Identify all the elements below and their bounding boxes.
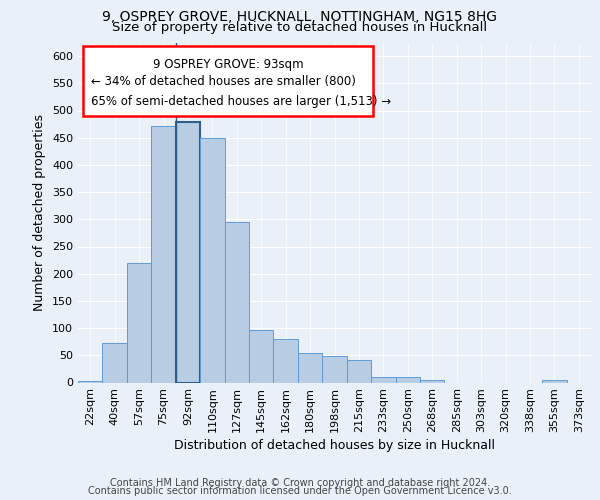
- Text: Size of property relative to detached houses in Hucknall: Size of property relative to detached ho…: [112, 22, 488, 35]
- Bar: [274, 339, 298, 382]
- Text: 9 OSPREY GROVE: 93sqm: 9 OSPREY GROVE: 93sqm: [153, 58, 304, 71]
- Bar: [127, 263, 151, 382]
- Bar: [542, 380, 566, 382]
- Bar: [78, 381, 103, 382]
- Text: Contains HM Land Registry data © Crown copyright and database right 2024.: Contains HM Land Registry data © Crown c…: [110, 478, 490, 488]
- Bar: [347, 360, 371, 382]
- Text: 65% of semi-detached houses are larger (1,513) →: 65% of semi-detached houses are larger (…: [91, 95, 391, 108]
- Bar: [249, 330, 274, 382]
- Bar: [395, 376, 420, 382]
- Bar: [420, 380, 445, 382]
- Bar: [298, 352, 322, 382]
- Bar: [176, 122, 200, 382]
- Bar: [224, 222, 249, 382]
- FancyBboxPatch shape: [83, 46, 373, 116]
- Text: Contains public sector information licensed under the Open Government Licence v3: Contains public sector information licen…: [88, 486, 512, 496]
- Bar: [322, 356, 347, 382]
- X-axis label: Distribution of detached houses by size in Hucknall: Distribution of detached houses by size …: [174, 440, 495, 452]
- Bar: [200, 138, 224, 382]
- Y-axis label: Number of detached properties: Number of detached properties: [34, 114, 46, 311]
- Bar: [371, 376, 395, 382]
- Bar: [103, 344, 127, 382]
- Bar: [151, 126, 176, 382]
- Text: ← 34% of detached houses are smaller (800): ← 34% of detached houses are smaller (80…: [91, 75, 356, 88]
- Text: 9, OSPREY GROVE, HUCKNALL, NOTTINGHAM, NG15 8HG: 9, OSPREY GROVE, HUCKNALL, NOTTINGHAM, N…: [103, 10, 497, 24]
